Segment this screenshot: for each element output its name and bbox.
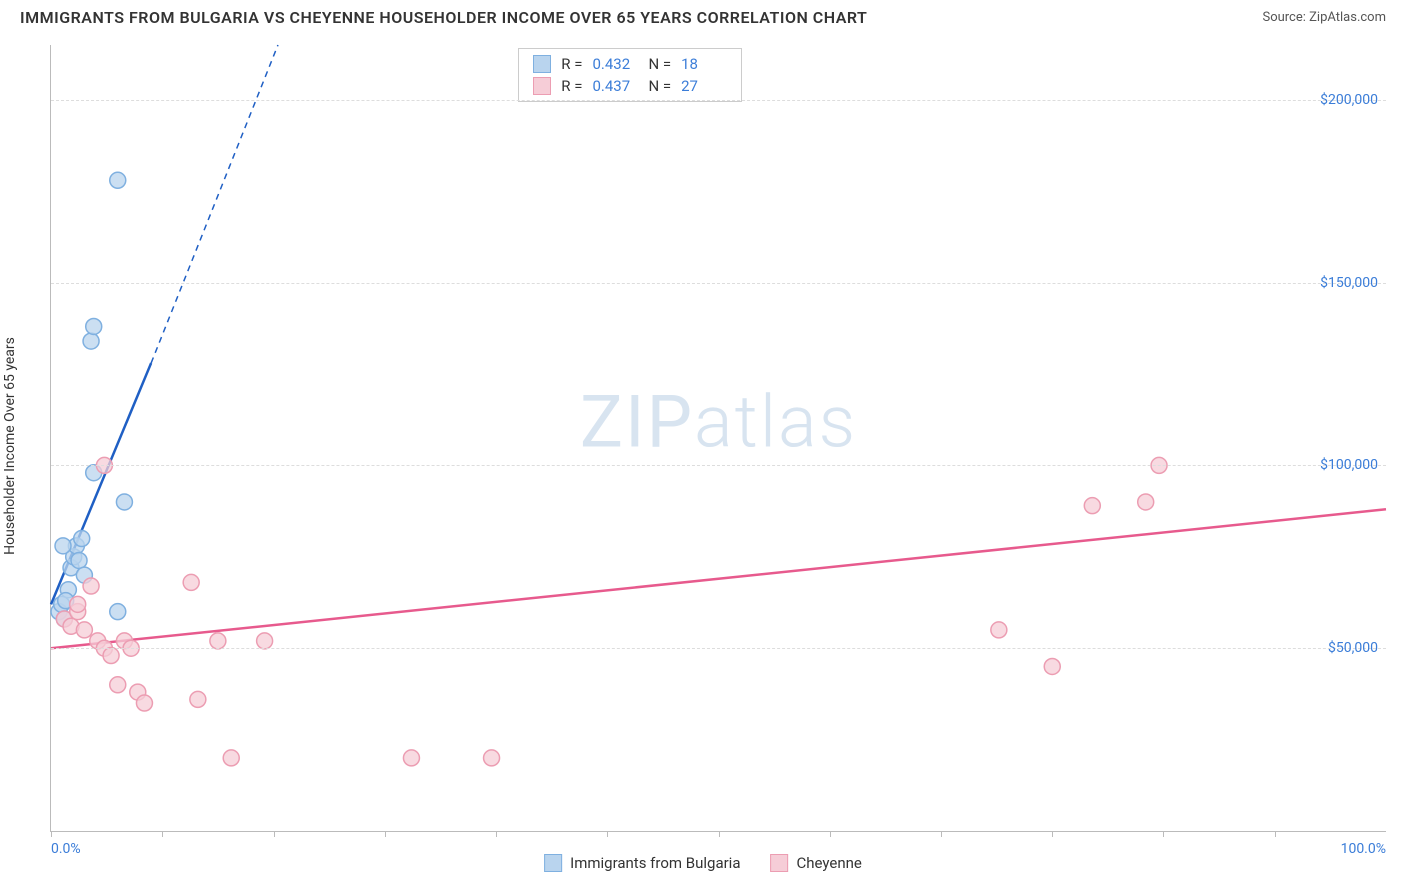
chart-svg <box>51 45 1386 831</box>
data-point-cheyenne <box>190 691 206 707</box>
r-label: R = <box>561 55 582 73</box>
swatch-cheyenne <box>771 854 789 872</box>
data-point-cheyenne <box>183 574 199 590</box>
n-value-bulgaria: 18 <box>681 55 727 73</box>
data-point-cheyenne <box>1084 498 1100 514</box>
trend-line-cheyenne <box>51 509 1386 648</box>
data-point-cheyenne <box>103 648 119 664</box>
y-tick-label: $200,000 <box>1320 92 1378 108</box>
data-point-cheyenne <box>83 578 99 594</box>
data-point-bulgaria <box>83 333 99 349</box>
gridline <box>51 283 1386 284</box>
x-tick <box>830 831 831 837</box>
data-point-cheyenne <box>210 633 226 649</box>
data-point-bulgaria <box>55 538 71 554</box>
data-point-cheyenne <box>257 633 273 649</box>
legend-item-bulgaria: Immigrants from Bulgaria <box>544 854 740 872</box>
y-tick-label: $50,000 <box>1328 640 1378 656</box>
x-tick <box>607 831 608 837</box>
data-point-cheyenne <box>991 622 1007 638</box>
trend-line-ext-bulgaria <box>151 45 278 363</box>
data-point-cheyenne <box>403 750 419 766</box>
source-label: Source: ZipAtlas.com <box>1262 10 1386 25</box>
gridline <box>51 100 1386 101</box>
data-point-cheyenne <box>70 596 86 612</box>
n-label: N = <box>648 55 671 73</box>
r-value-bulgaria: 0.432 <box>592 55 638 73</box>
data-point-bulgaria <box>110 172 126 188</box>
chart-title: IMMIGRANTS FROM BULGARIA VS CHEYENNE HOU… <box>20 8 867 27</box>
x-tick <box>719 831 720 837</box>
x-tick <box>162 831 163 837</box>
data-point-cheyenne <box>110 677 126 693</box>
data-point-bulgaria <box>110 604 126 620</box>
gridline <box>51 648 1386 649</box>
x-tick-label: 0.0% <box>51 841 81 857</box>
chart-plot-area: ZIPatlas R =0.432N =18R =0.437N =27 $50,… <box>50 45 1386 832</box>
series-legend: Immigrants from Bulgaria Cheyenne <box>544 854 862 872</box>
data-point-cheyenne <box>1138 494 1154 510</box>
swatch-cheyenne <box>533 77 551 95</box>
legend-label-cheyenne: Cheyenne <box>797 854 862 872</box>
y-tick-label: $100,000 <box>1320 457 1378 473</box>
x-tick <box>274 831 275 837</box>
data-point-cheyenne <box>223 750 239 766</box>
data-point-bulgaria <box>116 494 132 510</box>
x-tick <box>51 831 52 837</box>
data-point-cheyenne <box>1044 658 1060 674</box>
data-point-cheyenne <box>484 750 500 766</box>
y-axis-label: Householder Income Over 65 years <box>2 337 18 555</box>
legend-item-cheyenne: Cheyenne <box>771 854 862 872</box>
r-value-cheyenne: 0.437 <box>592 77 638 95</box>
x-tick <box>385 831 386 837</box>
data-point-bulgaria <box>74 531 90 547</box>
r-label: R = <box>561 77 582 95</box>
stats-row-cheyenne: R = 0.437 N = 27 <box>533 75 727 97</box>
data-point-bulgaria <box>71 552 87 568</box>
stats-row-bulgaria: R = 0.432 N = 18 <box>533 53 727 75</box>
swatch-bulgaria <box>544 854 562 872</box>
x-tick <box>1163 831 1164 837</box>
legend-label-bulgaria: Immigrants from Bulgaria <box>570 854 740 872</box>
y-tick-label: $150,000 <box>1320 275 1378 291</box>
n-label: N = <box>648 77 671 95</box>
x-tick-label: 100.0% <box>1341 841 1386 857</box>
gridline <box>51 465 1386 466</box>
stats-legend: R = 0.432 N = 18 R = 0.437 N = 27 <box>518 48 742 102</box>
x-tick <box>1052 831 1053 837</box>
data-point-cheyenne <box>76 622 92 638</box>
swatch-bulgaria <box>533 55 551 73</box>
n-value-cheyenne: 27 <box>681 77 727 95</box>
x-tick <box>941 831 942 837</box>
x-tick <box>496 831 497 837</box>
data-point-bulgaria <box>86 318 102 334</box>
data-point-cheyenne <box>136 695 152 711</box>
x-tick <box>1275 831 1276 837</box>
